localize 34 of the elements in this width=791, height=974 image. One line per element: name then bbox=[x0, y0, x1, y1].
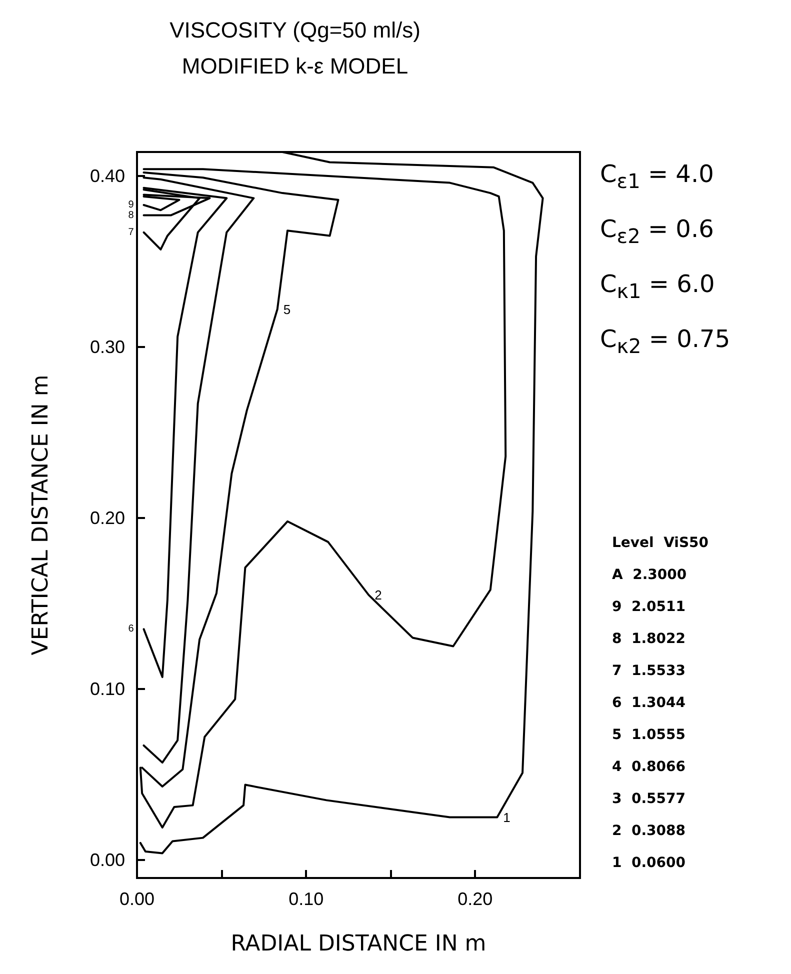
text: 3 0.5577 bbox=[612, 791, 686, 807]
series-label: 1 bbox=[503, 810, 510, 825]
chart-subtitle: MODIFIED k-ε MODEL bbox=[182, 54, 408, 78]
text: 5 1.0555 bbox=[612, 727, 686, 743]
series-label: 9 bbox=[128, 200, 134, 211]
text: C$_{κ1}$ = 6.0 bbox=[600, 270, 715, 303]
text: 6 1.3044 bbox=[612, 695, 686, 711]
series-label: 8 bbox=[128, 210, 134, 221]
text: 7 1.5533 bbox=[612, 663, 686, 679]
series-label: 5 bbox=[283, 302, 291, 317]
y-tick-label: 0.00 bbox=[90, 850, 125, 870]
x-tick-label: 0.20 bbox=[458, 889, 493, 909]
y-tick-label: 0.10 bbox=[90, 679, 125, 700]
text: C$_{ε2}$ = 0.6 bbox=[600, 215, 714, 248]
y-tick-label: 0.40 bbox=[90, 166, 125, 186]
chart-title: VISCOSITY (Qg=50 ml/s) bbox=[170, 18, 420, 42]
x-tick-label: 0.10 bbox=[288, 889, 324, 909]
text: A 2.3000 bbox=[612, 567, 687, 583]
text: Level ViS50 bbox=[612, 535, 709, 551]
text: C$_{κ2}$ = 0.75 bbox=[600, 325, 730, 358]
text: 4 0.8066 bbox=[612, 759, 686, 775]
y-tick-label: 0.20 bbox=[90, 508, 125, 528]
text: C$_{ε1}$ = 4.0 bbox=[600, 160, 714, 193]
text: 2 0.3088 bbox=[612, 823, 686, 839]
series-label: 2 bbox=[374, 587, 382, 602]
y-axis-title: VERTICAL DISTANCE IN m bbox=[28, 374, 54, 656]
series-label: 7 bbox=[128, 226, 134, 238]
x-tick-label: 0.00 bbox=[119, 889, 155, 909]
x-axis-title: RADIAL DISTANCE IN m bbox=[230, 932, 486, 956]
text: 1 0.0600 bbox=[612, 855, 686, 871]
text: 9 2.0511 bbox=[612, 599, 686, 615]
text: 8 1.8022 bbox=[612, 631, 686, 647]
series-label: 6 bbox=[128, 624, 134, 635]
y-tick-label: 0.30 bbox=[90, 336, 125, 357]
